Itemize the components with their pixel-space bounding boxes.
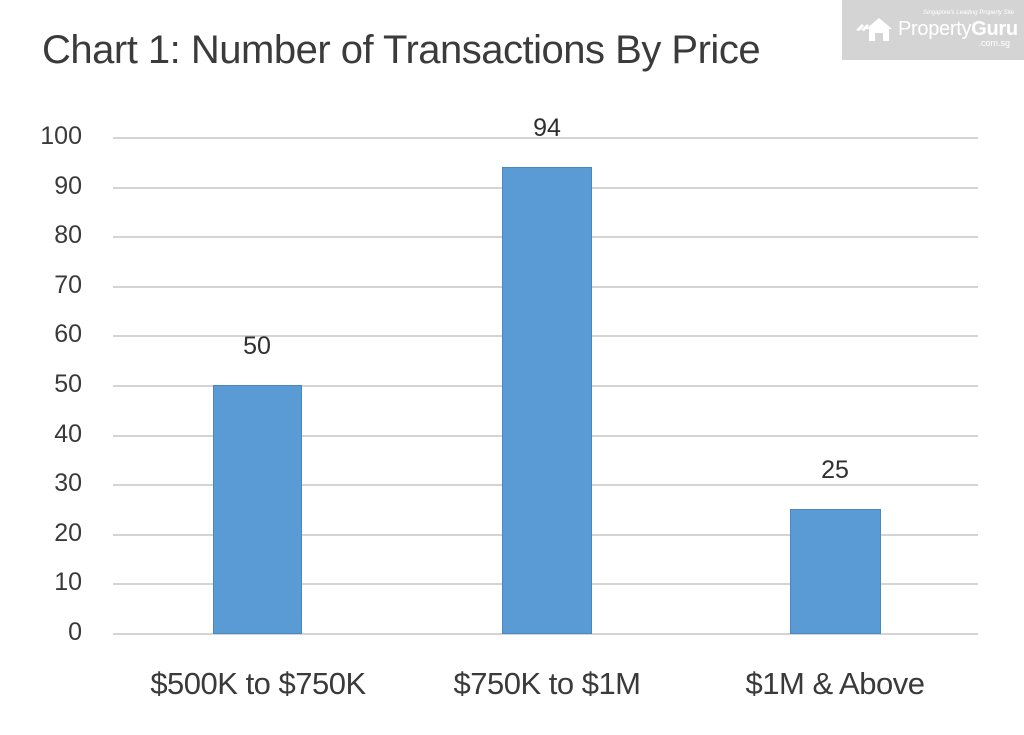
chart-title: Chart 1: Number of Transactions By Price	[42, 28, 761, 72]
brand-regular: Property	[898, 18, 972, 40]
y-tick-20: 20	[54, 519, 82, 547]
y-tick-40: 40	[54, 420, 82, 448]
y-tick-90: 90	[54, 172, 82, 200]
brand-bold: Guru	[971, 18, 1018, 40]
x-label-500k-750k: $500K to $750K	[150, 666, 366, 701]
y-tick-60: 60	[54, 320, 82, 348]
bar-value-label: 94	[533, 114, 561, 142]
bar-500k-750k	[213, 385, 302, 634]
gridline-0	[113, 633, 978, 635]
bar-value-label: 50	[243, 332, 271, 360]
y-tick-70: 70	[54, 271, 82, 299]
bar-value-label: 25	[821, 456, 849, 484]
bar-1m-above	[790, 509, 881, 634]
propertyguru-watermark: Singapore's Leading Property Site Proper…	[842, 0, 1024, 60]
house-logo-icon	[854, 16, 896, 47]
y-tick-0: 0	[68, 618, 82, 646]
watermark-brand: PropertyGuru	[898, 18, 1018, 41]
x-label-1m-above: $1M & Above	[745, 666, 925, 701]
y-tick-80: 80	[54, 221, 82, 249]
y-tick-10: 10	[54, 568, 82, 596]
watermark-tagline: Singapore's Leading Property Site	[923, 10, 1014, 16]
y-tick-50: 50	[54, 370, 82, 398]
y-tick-100: 100	[40, 122, 82, 150]
bar-750k-1m	[502, 167, 592, 634]
x-label-750k-1m: $750K to $1M	[453, 666, 641, 701]
y-tick-30: 30	[54, 469, 82, 497]
gridline-100	[113, 137, 978, 139]
watermark-domain: .com.sg	[978, 38, 1010, 48]
